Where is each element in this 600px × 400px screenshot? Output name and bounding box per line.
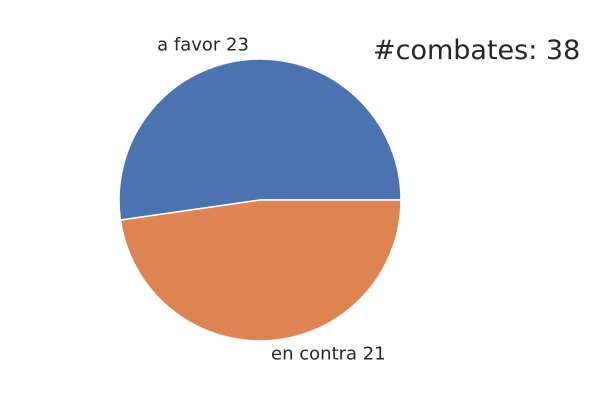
pie-slices [119,59,401,341]
slice-label-en-contra: en contra 21 [271,344,386,365]
slice-label-a-favor: a favor 23 [157,34,249,55]
pie-slice-a-favor [119,59,401,220]
count-annotation: #combates: 38 [373,35,580,66]
pie-slice-en-contra [120,200,401,341]
